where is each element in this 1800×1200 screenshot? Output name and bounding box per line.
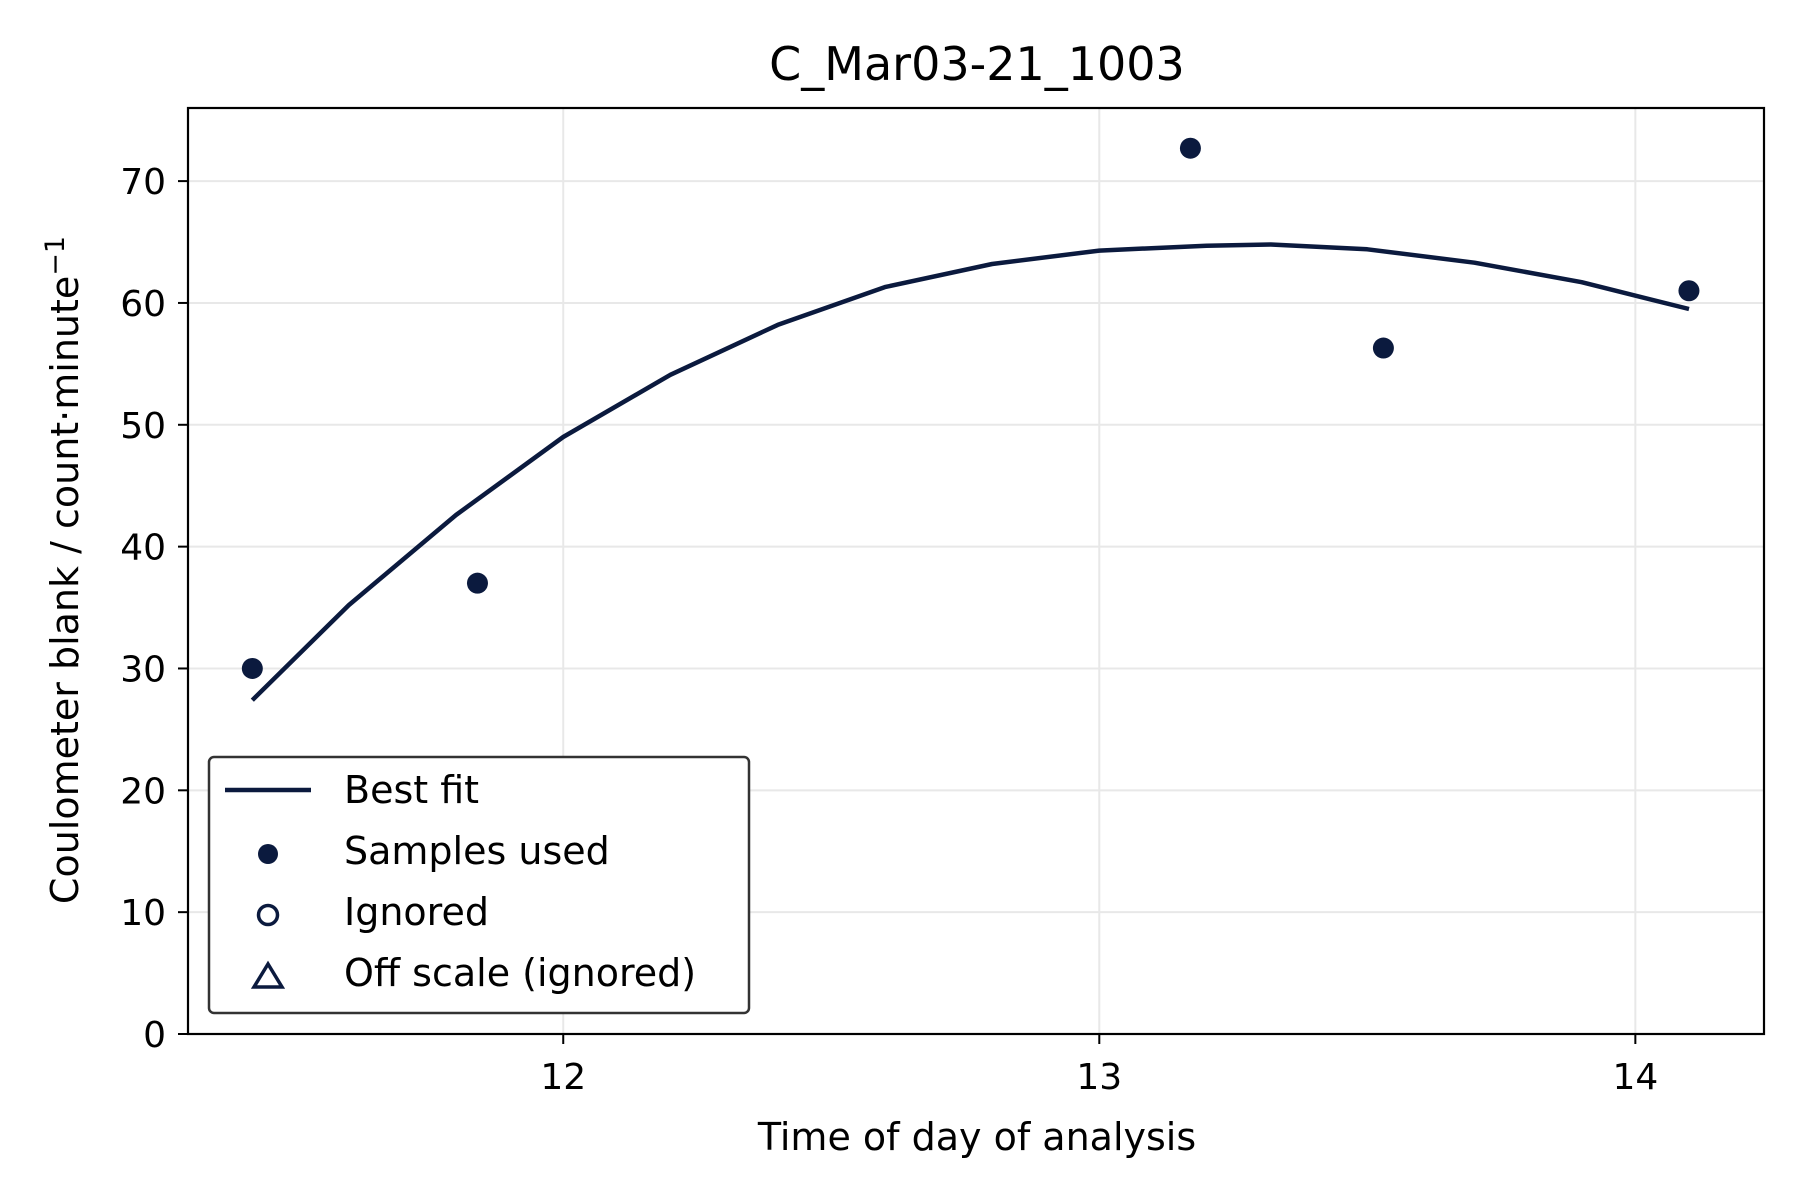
y-tick-label: 70: [120, 162, 166, 203]
legend-label-off-scale: Off scale (ignored): [344, 951, 696, 995]
x-tick-label: 13: [1076, 1057, 1122, 1098]
y-tick-label: 60: [120, 284, 166, 325]
x-tick-label: 14: [1612, 1057, 1658, 1098]
legend-ignored-marker: [256, 903, 280, 927]
axis-ticks: 12 13 14 0 10 20 30 40 50 60 70: [120, 162, 1658, 1098]
y-tick-label: 50: [120, 406, 166, 447]
legend-off-scale-marker: [250, 960, 286, 989]
y-tick-label: 0: [143, 1015, 166, 1056]
legend-label-best-fit: Best fit: [344, 768, 479, 812]
y-axis-label: Coulometer blank / count·minute−1: [40, 236, 87, 904]
y-tick-label: 20: [120, 771, 166, 812]
x-axis-label: Time of day of analysis: [757, 1115, 1196, 1159]
y-tick-label: 40: [120, 528, 166, 569]
y-tick-label: 10: [120, 893, 166, 934]
chart-title: C_Mar03-21_1003: [769, 37, 1185, 91]
legend-box: [207, 755, 751, 1015]
sample-point: [241, 657, 263, 679]
legend-label-samples-used: Samples used: [344, 829, 610, 873]
y-axis-label-superscript: −1: [40, 236, 71, 276]
y-tick-label: 30: [120, 649, 166, 690]
best-fit-line: [250, 242, 1690, 702]
sample-point: [1678, 280, 1700, 302]
y-axis-label-main: Coulometer blank / count·minute: [43, 276, 87, 904]
plot-series: [241, 137, 1700, 702]
legend-samples-used-marker: [258, 844, 278, 864]
sample-point: [1179, 137, 1201, 159]
legend: Best fit Samples used Ignored Off scale …: [207, 755, 751, 1015]
legend-label-ignored: Ignored: [344, 890, 489, 934]
sample-point: [466, 572, 488, 594]
plot-frame: [186, 106, 1766, 1036]
x-tick-label: 12: [540, 1057, 586, 1098]
sample-point: [1372, 337, 1394, 359]
